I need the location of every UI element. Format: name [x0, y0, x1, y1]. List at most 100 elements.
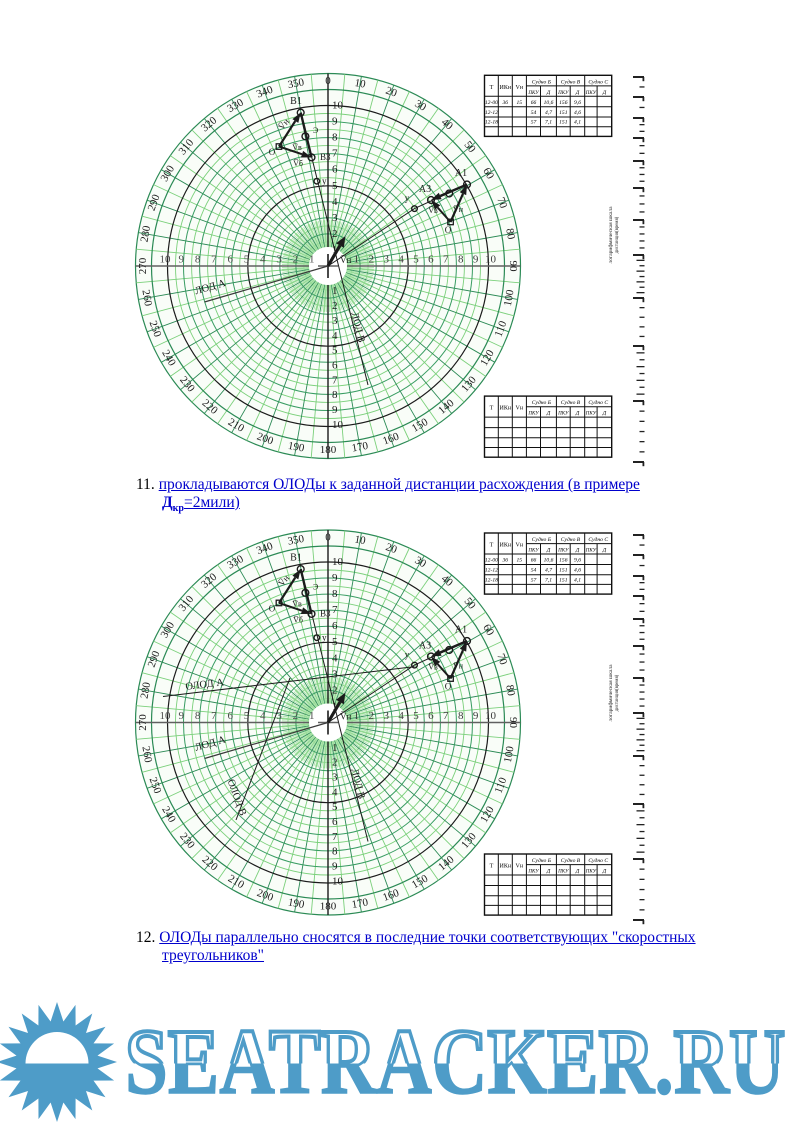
- svg-text:Судно В: Судно В: [561, 399, 581, 406]
- svg-text:Д: Д: [546, 869, 551, 875]
- svg-text:A1: A1: [455, 625, 467, 636]
- svg-text:200: 200: [255, 430, 275, 447]
- svg-text:ПКУ: ПКУ: [527, 412, 539, 417]
- svg-text:8: 8: [458, 710, 464, 722]
- svg-text:логарифмическая шкала: логарифмическая шкала: [607, 206, 614, 264]
- svg-text:9: 9: [332, 404, 338, 416]
- svg-text:6: 6: [428, 254, 434, 266]
- svg-text:ПКУ: ПКУ: [585, 412, 597, 417]
- svg-text:340: 340: [255, 540, 275, 557]
- svg-text:3: 3: [332, 668, 338, 680]
- svg-text:10: 10: [354, 533, 367, 547]
- svg-text:3: 3: [276, 254, 282, 266]
- svg-text:260: 260: [139, 745, 154, 764]
- svg-text:250: 250: [147, 776, 164, 796]
- svg-text:Э: Э: [313, 126, 318, 135]
- svg-text:15: 15: [517, 558, 523, 564]
- svg-text:ПКУ: ПКУ: [585, 91, 597, 96]
- svg-text:ПКУ: ПКУ: [527, 91, 539, 96]
- svg-text:8: 8: [332, 588, 338, 600]
- svg-text:70: 70: [494, 196, 509, 211]
- svg-text:V̅н: V̅н: [453, 661, 464, 670]
- svg-text:90: 90: [507, 717, 519, 729]
- svg-text:0: 0: [325, 532, 331, 544]
- svg-text:V̅в: V̅в: [428, 662, 438, 671]
- svg-text:у: у: [322, 176, 327, 186]
- svg-text:0: 0: [325, 75, 331, 87]
- svg-text:2: 2: [369, 710, 375, 722]
- svg-text:О: О: [269, 147, 276, 157]
- svg-text:9: 9: [179, 710, 185, 722]
- svg-text:3: 3: [332, 212, 338, 224]
- svg-text:6: 6: [227, 710, 233, 722]
- svg-text:9: 9: [473, 710, 479, 722]
- svg-text:6: 6: [332, 816, 338, 828]
- svg-text:ПКУ: ПКУ: [585, 870, 597, 875]
- svg-text:36: 36: [502, 558, 509, 564]
- svg-text:151: 151: [559, 577, 568, 583]
- svg-text:V̅н: V̅н: [340, 712, 351, 722]
- svg-text:4: 4: [332, 330, 338, 342]
- svg-text:V̅в: V̅в: [428, 206, 438, 215]
- svg-text:Vн: Vн: [516, 864, 524, 870]
- svg-text:190: 190: [287, 896, 306, 911]
- svg-text:Судно С: Судно С: [588, 78, 608, 85]
- svg-text:ПКУ: ПКУ: [557, 91, 569, 96]
- svg-text:у: у: [405, 193, 410, 203]
- svg-text:5: 5: [332, 180, 338, 192]
- svg-text:Д: Д: [602, 548, 607, 554]
- svg-text:10: 10: [485, 710, 497, 722]
- svg-text:54: 54: [531, 110, 537, 116]
- svg-text:2: 2: [332, 228, 338, 240]
- svg-text:8: 8: [195, 254, 201, 266]
- svg-text:А3: А3: [419, 641, 431, 652]
- svg-text:дистанция(время): дистанция(время): [615, 674, 620, 711]
- svg-text:7,1: 7,1: [545, 577, 552, 583]
- svg-text:7: 7: [443, 254, 449, 266]
- svg-text:9: 9: [332, 861, 338, 873]
- svg-text:151: 151: [559, 120, 568, 126]
- svg-text:V̅б: V̅б: [293, 159, 303, 168]
- svg-text:8: 8: [332, 132, 338, 144]
- svg-text:V̅н: V̅н: [340, 255, 351, 265]
- svg-text:9: 9: [332, 572, 338, 584]
- svg-text:Д: Д: [575, 869, 580, 875]
- svg-text:Д: Д: [602, 90, 607, 96]
- svg-text:180: 180: [320, 444, 337, 456]
- svg-text:В3: В3: [320, 152, 331, 162]
- svg-text:Т: Т: [490, 864, 494, 870]
- svg-text:2: 2: [369, 254, 375, 266]
- svg-text:Д: Д: [575, 411, 580, 417]
- svg-text:170: 170: [351, 896, 370, 911]
- svg-text:Т: Т: [490, 543, 494, 549]
- svg-text:5: 5: [332, 345, 338, 357]
- svg-text:3: 3: [383, 710, 389, 722]
- svg-text:160: 160: [381, 430, 401, 447]
- svg-text:160: 160: [381, 887, 401, 904]
- svg-text:4: 4: [398, 710, 404, 722]
- svg-text:Судно Б: Судно Б: [532, 857, 552, 864]
- svg-text:В1: В1: [290, 96, 302, 107]
- svg-text:4: 4: [260, 254, 266, 266]
- svg-text:6: 6: [332, 360, 338, 372]
- svg-text:Д: Д: [546, 548, 551, 554]
- svg-text:V̅б: V̅б: [293, 615, 303, 624]
- svg-text:260: 260: [139, 289, 154, 308]
- svg-text:8: 8: [458, 254, 464, 266]
- svg-text:12-18: 12-18: [485, 120, 498, 126]
- svg-text:Судно В: Судно В: [561, 536, 581, 543]
- svg-text:20: 20: [384, 85, 399, 100]
- svg-text:A1: A1: [455, 168, 467, 179]
- svg-text:7: 7: [211, 254, 217, 266]
- svg-text:12-12: 12-12: [485, 568, 498, 574]
- svg-text:250: 250: [147, 319, 164, 339]
- svg-text:Vн: Vн: [516, 85, 524, 91]
- svg-text:Судно С: Судно С: [588, 536, 608, 543]
- svg-text:10: 10: [332, 875, 344, 887]
- svg-text:ИКн: ИКн: [500, 864, 512, 870]
- svg-text:Т: Т: [490, 406, 494, 412]
- svg-text:4,6: 4,6: [574, 110, 581, 116]
- svg-text:54: 54: [531, 568, 537, 574]
- svg-text:Vн: Vн: [516, 543, 524, 549]
- svg-text:1: 1: [332, 742, 338, 754]
